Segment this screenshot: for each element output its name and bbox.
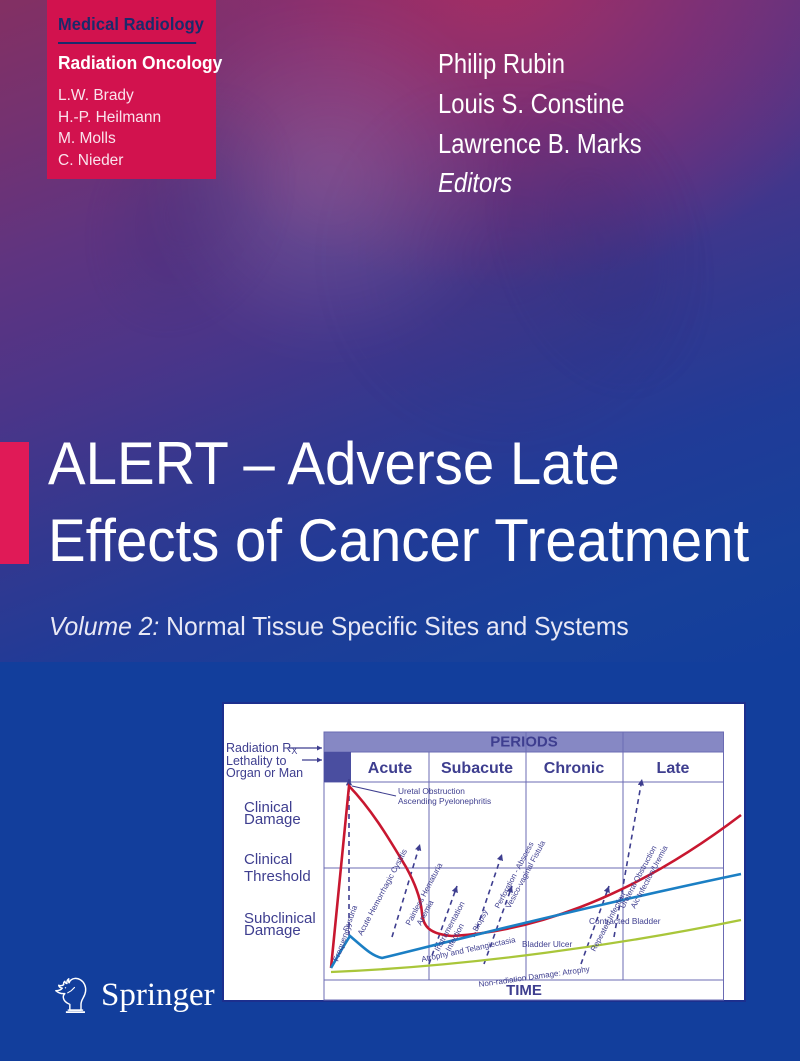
svg-text:Clinical: Clinical — [244, 851, 292, 868]
svg-text:Chronic: Chronic — [544, 760, 605, 777]
svg-text:Dysuria: Dysuria — [341, 904, 359, 933]
svg-text:Damage: Damage — [244, 922, 301, 939]
svg-text:Bladder Ulcer: Bladder Ulcer — [522, 939, 573, 949]
svg-text:Subacute: Subacute — [441, 760, 513, 777]
svg-text:Acute Hemorrhagic Cystitis: Acute Hemorrhagic Cystitis — [356, 848, 409, 937]
svg-text:PERIODS: PERIODS — [490, 734, 558, 751]
svg-text:TIME: TIME — [506, 982, 542, 999]
svg-text:Ascending Pyelonephritis: Ascending Pyelonephritis — [398, 796, 491, 806]
svg-text:Threshold: Threshold — [244, 868, 311, 885]
svg-text:Late: Late — [657, 760, 690, 777]
svg-text:Biopsy: Biopsy — [471, 908, 490, 933]
svg-text:Uretal Obstruction: Uretal Obstruction — [398, 786, 465, 796]
svg-text:Contracted Bladder: Contracted Bladder — [589, 916, 661, 926]
svg-text:Damage: Damage — [244, 811, 301, 828]
svg-text:Acute: Acute — [368, 760, 413, 777]
svg-text:Organ or Man: Organ or Man — [226, 766, 303, 780]
